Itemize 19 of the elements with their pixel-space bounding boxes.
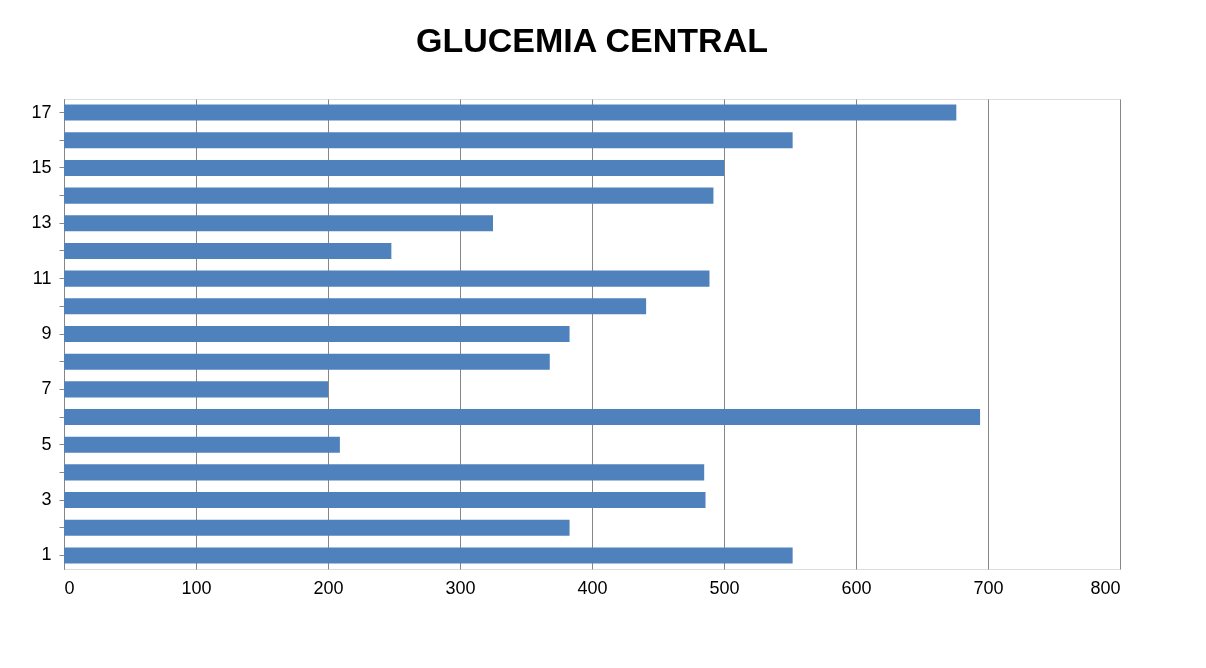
- x-tick-label: 400: [577, 577, 608, 598]
- y-tick-label: 9: [41, 323, 52, 343]
- x-tick-label: 500: [709, 577, 740, 598]
- y-tick-label: 17: [31, 101, 52, 122]
- y-tick-label: 5: [41, 433, 52, 454]
- x-tick-label: 0: [64, 577, 75, 598]
- x-tick-label: 100: [181, 577, 212, 598]
- x-tick-label: 800: [1090, 577, 1121, 598]
- y-tick-label: 7: [41, 378, 52, 399]
- y-tick-label: 3: [41, 489, 52, 510]
- x-tick-label: 700: [973, 577, 1004, 598]
- y-tick-label: 13: [31, 212, 52, 233]
- x-tick-label: 200: [313, 577, 344, 598]
- y-tick-label: 15: [31, 156, 52, 177]
- y-tick-label: 1: [41, 544, 52, 565]
- chart-title: GLUCEMIA CENTRAL: [416, 21, 768, 59]
- y-tick-label: 11: [32, 267, 52, 288]
- x-tick-label: 300: [445, 577, 476, 598]
- x-tick-label: 600: [841, 577, 872, 598]
